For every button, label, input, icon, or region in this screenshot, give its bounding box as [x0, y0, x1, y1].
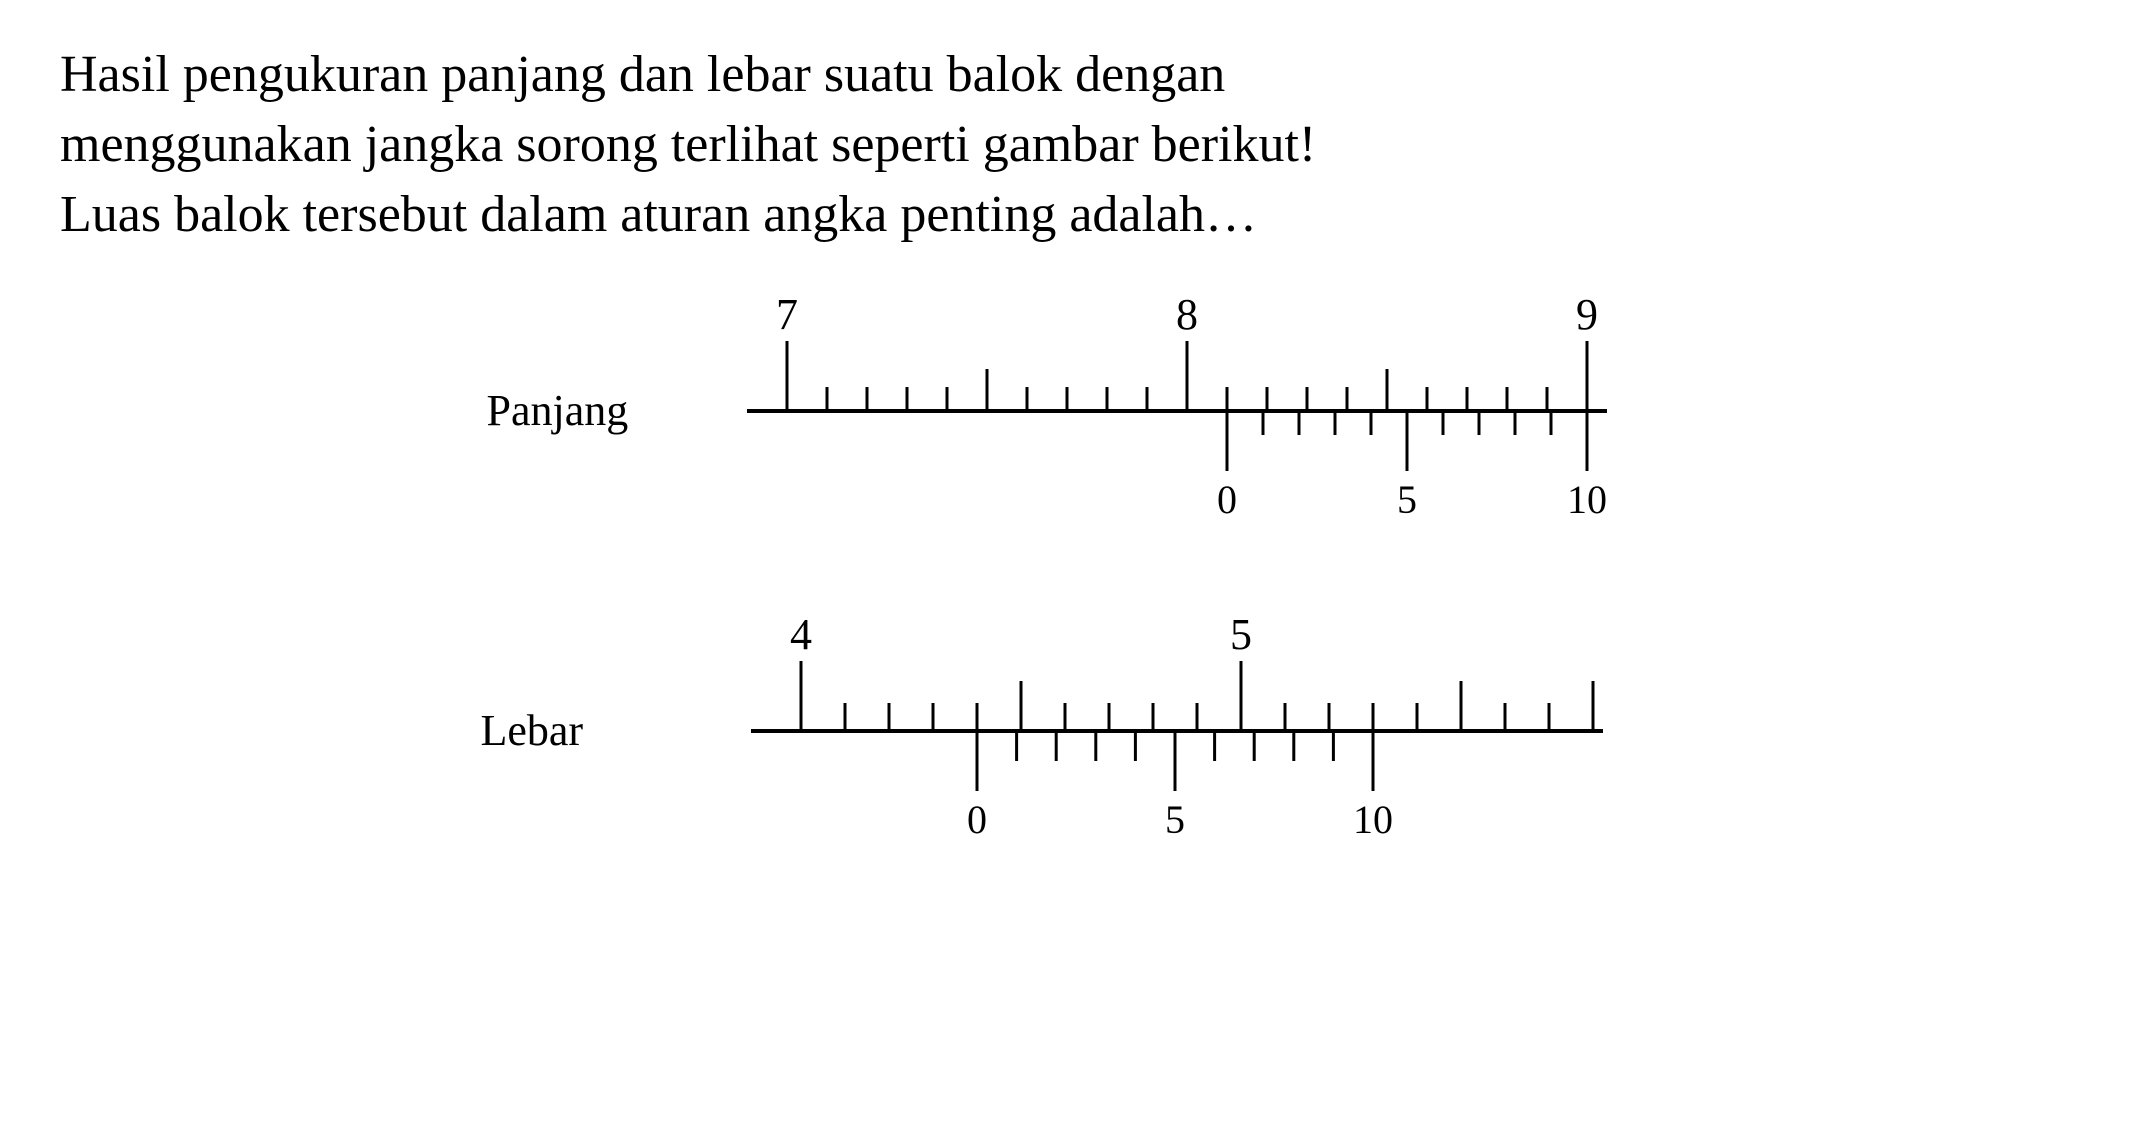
- svg-text:0: 0: [1217, 477, 1237, 522]
- svg-text:4: 4: [790, 610, 812, 659]
- svg-text:0: 0: [967, 797, 987, 842]
- question-line-1: Hasil pengukuran panjang dan lebar suatu…: [60, 46, 1225, 103]
- panjang-label: Panjang: [487, 385, 687, 436]
- svg-text:5: 5: [1165, 797, 1185, 842]
- svg-text:5: 5: [1397, 477, 1417, 522]
- svg-text:10: 10: [1353, 797, 1393, 842]
- svg-text:8: 8: [1176, 290, 1198, 339]
- svg-text:9: 9: [1576, 290, 1598, 339]
- svg-text:10: 10: [1567, 477, 1607, 522]
- question-text: Hasil pengukuran panjang dan lebar suatu…: [60, 40, 2073, 251]
- question-line-2: menggunakan jangka sorong terlihat seper…: [60, 116, 1316, 173]
- panjang-figure: Panjang 7 8 9 0 5 10: [60, 271, 2073, 551]
- lebar-scale-svg: 4 5 0 5 10: [721, 591, 1653, 871]
- lebar-figure: Lebar 4 5 0 5 10: [60, 591, 2073, 871]
- svg-text:5: 5: [1230, 610, 1252, 659]
- question-line-3: Luas balok tersebut dalam aturan angka p…: [60, 186, 1257, 243]
- svg-text:7: 7: [776, 290, 798, 339]
- lebar-label: Lebar: [481, 705, 681, 756]
- panjang-scale-svg: 7 8 9 0 5 10: [727, 271, 1647, 551]
